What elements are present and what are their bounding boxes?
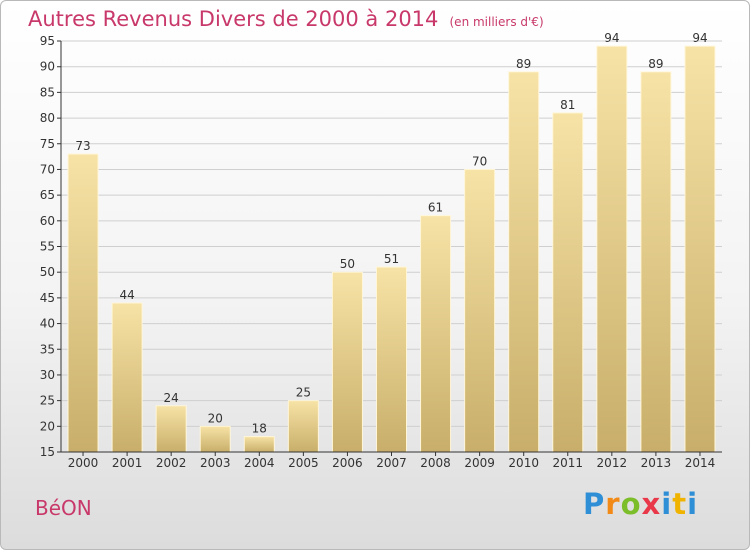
bar-2014 xyxy=(684,45,716,453)
y-tick-label: 80 xyxy=(40,111,55,125)
chart-unit: (en milliers d'€) xyxy=(449,15,544,29)
bar-2003 xyxy=(199,425,231,453)
data-label: 70 xyxy=(472,154,487,168)
x-tick-label: 2002 xyxy=(156,456,187,470)
x-tick-label: 2001 xyxy=(112,456,143,470)
y-tick-label: 95 xyxy=(40,34,55,48)
bar-2010 xyxy=(508,71,540,453)
y-tick-label: 45 xyxy=(40,291,55,305)
y-tick-label: 50 xyxy=(40,265,55,279)
x-tick-label: 2003 xyxy=(200,456,231,470)
x-tick-label: 2004 xyxy=(244,456,275,470)
data-label: 44 xyxy=(119,288,134,302)
data-label: 94 xyxy=(604,31,619,45)
title-row: Autres Revenus Divers de 2000 à 2014 (en… xyxy=(28,7,544,31)
x-tick-label: 2008 xyxy=(420,456,451,470)
y-tick-label: 20 xyxy=(40,419,55,433)
axes: 15 20 25 30 35 40 45 50 55 60 65 70 75 80 85 90 95 2000 20… xyxy=(40,34,722,470)
bar-2000 xyxy=(67,153,99,453)
data-label: 94 xyxy=(692,31,707,45)
x-tick-label: 2007 xyxy=(376,456,407,470)
bar-2004 xyxy=(243,436,275,453)
y-tick-label: 35 xyxy=(40,342,55,356)
y-tick-label: 65 xyxy=(40,188,55,202)
y-tick-label: 70 xyxy=(40,162,55,176)
x-tick-label: 2013 xyxy=(641,456,672,470)
y-tick-label: 30 xyxy=(40,368,55,382)
y-tick-label: 25 xyxy=(40,394,55,408)
chart-title: Autres Revenus Divers de 2000 à 2014 xyxy=(28,7,439,31)
data-label: 50 xyxy=(340,257,355,271)
x-tick-label: 2009 xyxy=(464,456,495,470)
bar-2011 xyxy=(552,112,584,453)
y-tick-label: 75 xyxy=(40,137,55,151)
bar-2002 xyxy=(155,405,187,453)
x-tick-label: 2000 xyxy=(68,456,99,470)
data-label: 73 xyxy=(75,139,90,153)
x-tick-label: 2012 xyxy=(597,456,628,470)
data-label: 89 xyxy=(648,57,663,71)
data-label: 81 xyxy=(560,98,575,112)
proxiti-logo[interactable]: Proxiti xyxy=(583,487,699,521)
bar-2009 xyxy=(464,168,496,453)
data-label: 51 xyxy=(384,252,399,266)
x-tick-label: 2005 xyxy=(288,456,319,470)
x-tick-label: 2010 xyxy=(508,456,539,470)
bar-2005 xyxy=(287,400,319,453)
bar-2013 xyxy=(640,71,672,453)
y-tick-label: 55 xyxy=(40,240,55,254)
x-tick-label: 2011 xyxy=(552,456,583,470)
x-tick-label: 2006 xyxy=(332,456,363,470)
bar-2008 xyxy=(420,215,452,453)
y-tick-label: 85 xyxy=(40,85,55,99)
bar-2001 xyxy=(111,302,143,453)
x-tick-label: 2014 xyxy=(685,456,716,470)
data-label: 25 xyxy=(296,386,311,400)
y-tick-label: 40 xyxy=(40,317,55,331)
bars: 73 44 24 20 18 25 50 51 61 70 89 81 94 89 94 xyxy=(67,31,716,453)
data-label: 20 xyxy=(208,411,223,425)
y-tick-label: 15 xyxy=(40,445,55,459)
bar-2012 xyxy=(596,45,628,453)
bar-2006 xyxy=(331,271,363,453)
bar-2007 xyxy=(376,266,407,453)
data-label: 18 xyxy=(252,422,267,436)
data-label: 61 xyxy=(428,201,443,215)
data-label: 24 xyxy=(164,391,179,405)
y-tick-label: 90 xyxy=(40,60,55,74)
data-label: 89 xyxy=(516,57,531,71)
place-name: BéON xyxy=(35,496,92,520)
y-tick-label: 60 xyxy=(40,214,55,228)
